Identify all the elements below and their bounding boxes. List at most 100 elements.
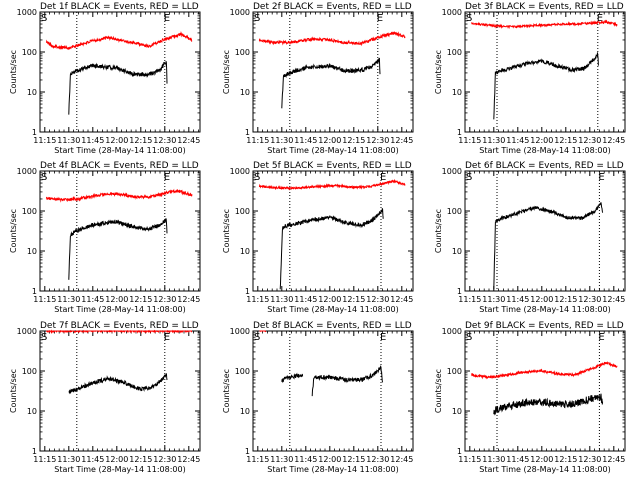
x-axis-title: Start Time (28-May-14 11:08:00) xyxy=(267,305,398,314)
end-marker: E xyxy=(380,172,386,183)
y-tick-label: 100 xyxy=(235,48,250,57)
detector-panel: Det 5f BLACK = Events, RED = LLD 1 10 100 10… xyxy=(222,161,414,314)
x-tick-label: 12:30 xyxy=(153,136,176,145)
data-series-line xyxy=(258,30,406,47)
data-series-line xyxy=(311,365,384,397)
x-tick-label: 12:15 xyxy=(342,136,365,145)
data-series-line xyxy=(281,57,381,109)
x-tick-label: 11:30 xyxy=(57,136,80,145)
y-tick-label: 10 xyxy=(452,407,462,416)
detector-panel: Det 8f BLACK = Events, RED = LLD 1 10 100 10… xyxy=(222,321,414,474)
start-marker: S xyxy=(254,13,260,24)
x-tick-label: 11:15 xyxy=(246,455,269,464)
y-tick-label: 1 xyxy=(245,128,250,137)
y-tick-label: 1000 xyxy=(230,8,250,17)
start-marker: S xyxy=(41,172,47,183)
y-tick-label: 1 xyxy=(32,447,37,456)
end-marker: E xyxy=(380,332,386,343)
data-series-line xyxy=(281,372,304,384)
x-tick-label: 12:00 xyxy=(105,455,128,464)
y-tick-label: 1000 xyxy=(17,8,37,17)
x-tick-label: 11:30 xyxy=(482,136,505,145)
x-tick-label: 12:30 xyxy=(153,295,176,304)
x-tick-label: 12:00 xyxy=(105,136,128,145)
y-tick-label: 10 xyxy=(27,247,37,256)
y-axis-title: Counts/sec xyxy=(434,209,443,253)
x-tick-label: 11:30 xyxy=(57,295,80,304)
data-series-line xyxy=(45,329,193,334)
detector-panel: Det 9f BLACK = Events, RED = LLD 1 10 100 10… xyxy=(434,321,626,474)
data-series-line xyxy=(493,393,604,416)
x-axis-title: Start Time (28-May-14 11:08:00) xyxy=(267,146,398,155)
panel-title: Det 8f BLACK = Events, RED = LLD xyxy=(253,321,412,331)
data-series-line xyxy=(45,31,193,51)
x-tick-label: 12:45 xyxy=(602,295,625,304)
y-axis-title: Counts/sec xyxy=(9,209,18,253)
end-marker: E xyxy=(164,13,170,24)
x-tick-label: 11:30 xyxy=(270,295,293,304)
y-axis-title: Counts/sec xyxy=(434,50,443,94)
panel-title: Det 7f BLACK = Events, RED = LLD xyxy=(40,321,199,331)
data-series-line xyxy=(259,330,267,333)
y-tick-label: 1000 xyxy=(17,167,37,176)
x-tick-label: 12:15 xyxy=(129,455,152,464)
y-tick-label: 10 xyxy=(452,88,462,97)
y-tick-label: 1000 xyxy=(230,167,250,176)
y-tick-label: 1 xyxy=(245,287,250,296)
x-tick-label: 11:45 xyxy=(294,455,317,464)
y-tick-label: 1000 xyxy=(17,327,37,336)
data-series-line xyxy=(471,19,618,30)
x-tick-label: 11:45 xyxy=(506,295,529,304)
x-tick-label: 12:00 xyxy=(318,136,341,145)
plot-frame xyxy=(464,330,626,452)
end-marker: E xyxy=(598,332,604,343)
plot-frame xyxy=(252,330,414,452)
y-tick-label: 100 xyxy=(22,48,37,57)
y-axis-title: Counts/sec xyxy=(222,50,231,94)
x-axis-title: Start Time (28-May-14 11:08:00) xyxy=(54,465,185,474)
x-tick-label: 12:45 xyxy=(390,136,413,145)
y-tick-label: 10 xyxy=(27,407,37,416)
x-axis-title: Start Time (28-May-14 11:08:00) xyxy=(54,146,185,155)
start-marker: S xyxy=(41,332,47,343)
y-tick-label: 100 xyxy=(447,48,462,57)
panel-title: Det 4f BLACK = Events, RED = LLD xyxy=(40,161,199,171)
x-tick-label: 11:30 xyxy=(482,295,505,304)
x-tick-label: 12:30 xyxy=(366,455,389,464)
plot-frame xyxy=(39,11,201,133)
data-series-line xyxy=(258,178,406,191)
x-tick-label: 11:45 xyxy=(81,455,104,464)
x-tick-label: 12:15 xyxy=(129,136,152,145)
y-tick-label: 10 xyxy=(240,407,250,416)
x-tick-label: 11:15 xyxy=(246,136,269,145)
y-tick-label: 10 xyxy=(27,88,37,97)
x-tick-label: 11:45 xyxy=(506,136,529,145)
start-marker: S xyxy=(466,13,472,24)
x-tick-label: 11:15 xyxy=(458,136,481,145)
x-tick-label: 11:15 xyxy=(458,295,481,304)
x-tick-label: 12:45 xyxy=(177,455,200,464)
x-tick-label: 12:00 xyxy=(530,455,553,464)
data-series-line xyxy=(471,361,618,380)
data-series-line xyxy=(68,373,168,395)
y-axis-title: Counts/sec xyxy=(9,50,18,94)
x-tick-label: 12:00 xyxy=(105,295,128,304)
x-tick-label: 11:15 xyxy=(33,455,56,464)
x-tick-label: 11:30 xyxy=(270,136,293,145)
start-marker: S xyxy=(254,172,260,183)
panel-title: Det 1f BLACK = Events, RED = LLD xyxy=(40,2,199,12)
x-tick-label: 11:30 xyxy=(270,455,293,464)
y-tick-label: 100 xyxy=(447,207,462,216)
x-tick-label: 11:15 xyxy=(33,295,56,304)
plot-frame xyxy=(39,170,201,292)
y-tick-label: 1 xyxy=(32,128,37,137)
plot-frame xyxy=(464,11,626,133)
x-tick-label: 12:45 xyxy=(390,455,413,464)
y-tick-label: 100 xyxy=(235,207,250,216)
panel-title: Det 2f BLACK = Events, RED = LLD xyxy=(253,2,412,12)
x-tick-label: 12:15 xyxy=(129,295,152,304)
detector-panel: Det 2f BLACK = Events, RED = LLD 1 10 100 10… xyxy=(222,2,414,155)
x-tick-label: 11:30 xyxy=(57,455,80,464)
x-axis-title: Start Time (28-May-14 11:08:00) xyxy=(54,305,185,314)
y-tick-label: 1000 xyxy=(442,327,462,336)
